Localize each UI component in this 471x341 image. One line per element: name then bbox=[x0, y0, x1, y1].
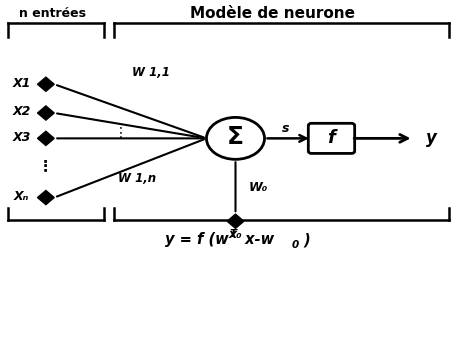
Text: ⋮: ⋮ bbox=[38, 158, 54, 173]
Text: Modèle de neurone: Modèle de neurone bbox=[190, 6, 356, 21]
Text: y = f (w: y = f (w bbox=[165, 232, 228, 247]
Text: 0: 0 bbox=[292, 240, 299, 250]
Text: T: T bbox=[229, 229, 236, 239]
Text: s: s bbox=[282, 122, 290, 135]
Text: W₀: W₀ bbox=[249, 181, 268, 194]
Text: X3: X3 bbox=[12, 131, 31, 144]
Text: X2: X2 bbox=[12, 105, 31, 118]
Text: n entrées: n entrées bbox=[19, 7, 86, 20]
Polygon shape bbox=[38, 131, 54, 146]
Text: ⋮: ⋮ bbox=[114, 126, 128, 140]
Polygon shape bbox=[38, 77, 54, 91]
Text: W 1,1: W 1,1 bbox=[132, 66, 171, 79]
Text: X1: X1 bbox=[12, 77, 31, 90]
Text: W 1,n: W 1,n bbox=[118, 173, 156, 186]
Text: f: f bbox=[327, 129, 335, 147]
Text: Xₙ: Xₙ bbox=[14, 190, 29, 203]
Text: x₀: x₀ bbox=[229, 227, 242, 241]
Text: y: y bbox=[426, 129, 437, 147]
Polygon shape bbox=[38, 106, 54, 120]
Text: Σ: Σ bbox=[227, 125, 244, 149]
FancyBboxPatch shape bbox=[309, 123, 355, 153]
Text: x-w: x-w bbox=[240, 232, 274, 247]
Circle shape bbox=[206, 117, 265, 159]
Polygon shape bbox=[227, 214, 244, 228]
Text: ): ) bbox=[303, 232, 310, 247]
Polygon shape bbox=[38, 191, 54, 205]
